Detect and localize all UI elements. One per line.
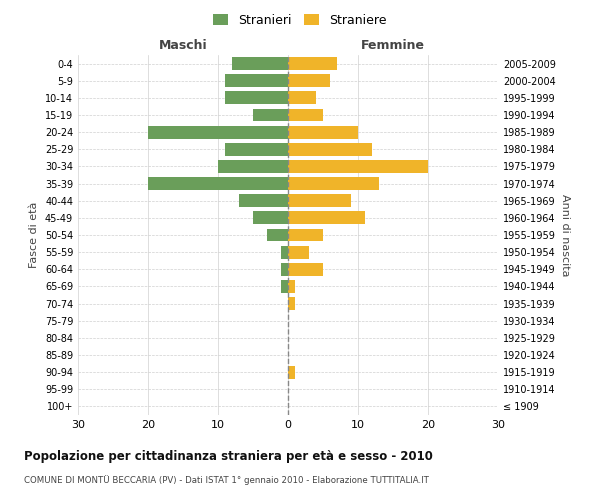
Bar bbox=[225, 74, 288, 87]
Y-axis label: Fasce di età: Fasce di età bbox=[29, 202, 39, 268]
Bar bbox=[288, 366, 295, 378]
Bar bbox=[288, 57, 337, 70]
Bar bbox=[239, 194, 288, 207]
Bar bbox=[288, 263, 323, 276]
Y-axis label: Anni di nascita: Anni di nascita bbox=[560, 194, 569, 276]
Bar bbox=[225, 143, 288, 156]
Bar bbox=[148, 177, 288, 190]
Bar bbox=[281, 246, 288, 258]
Text: Femmine: Femmine bbox=[361, 38, 425, 52]
Bar bbox=[288, 246, 309, 258]
Bar bbox=[267, 228, 288, 241]
Bar bbox=[148, 126, 288, 138]
Bar bbox=[253, 212, 288, 224]
Bar bbox=[288, 143, 372, 156]
Bar bbox=[288, 126, 358, 138]
Bar bbox=[288, 228, 323, 241]
Bar bbox=[281, 280, 288, 293]
Bar bbox=[288, 212, 365, 224]
Legend: Stranieri, Straniere: Stranieri, Straniere bbox=[208, 8, 392, 32]
Bar bbox=[232, 57, 288, 70]
Bar bbox=[281, 263, 288, 276]
Text: Popolazione per cittadinanza straniera per età e sesso - 2010: Popolazione per cittadinanza straniera p… bbox=[24, 450, 433, 463]
Bar bbox=[288, 160, 428, 173]
Text: COMUNE DI MONTÜ BECCARIA (PV) - Dati ISTAT 1° gennaio 2010 - Elaborazione TUTTIT: COMUNE DI MONTÜ BECCARIA (PV) - Dati IST… bbox=[24, 475, 429, 485]
Bar bbox=[288, 74, 330, 87]
Bar bbox=[288, 297, 295, 310]
Bar bbox=[218, 160, 288, 173]
Bar bbox=[225, 92, 288, 104]
Bar bbox=[288, 92, 316, 104]
Text: Maschi: Maschi bbox=[158, 38, 208, 52]
Bar bbox=[253, 108, 288, 122]
Bar bbox=[288, 280, 295, 293]
Bar bbox=[288, 194, 351, 207]
Bar bbox=[288, 108, 323, 122]
Bar bbox=[288, 177, 379, 190]
